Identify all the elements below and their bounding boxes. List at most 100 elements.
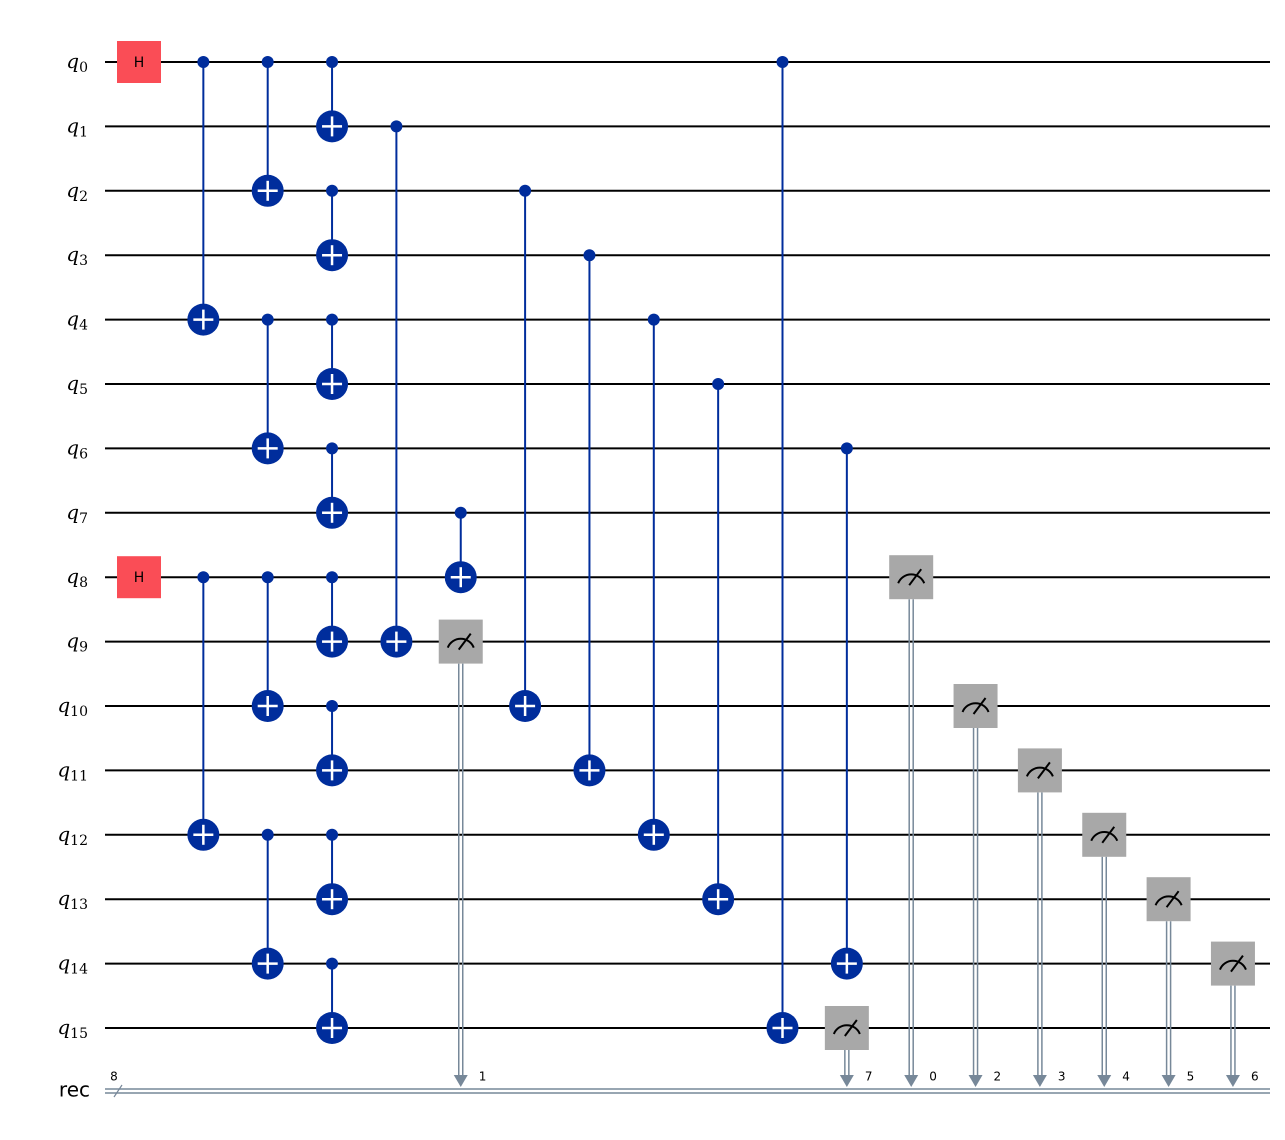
qubit-index: 4 (79, 318, 88, 334)
qubit-index: 11 (70, 768, 88, 784)
qubit-index: 9 (79, 640, 88, 656)
control-dot (326, 313, 339, 326)
qubit-label: q1 (66, 113, 88, 140)
creg-label: rec (59, 1078, 90, 1102)
meter-needle (908, 568, 923, 586)
measure-arrow (968, 1075, 983, 1087)
bit-label: 7 (865, 1070, 873, 1084)
meter-needle (1230, 954, 1244, 973)
qubit-label: q3 (66, 242, 88, 270)
qubit-label: q10 (57, 693, 88, 721)
qubit-label: q15 (57, 1015, 88, 1043)
meter-needle (972, 697, 987, 715)
qubit-index: 12 (70, 833, 88, 849)
qubit-index: 1 (79, 124, 88, 140)
measure-arrow (1225, 1075, 1240, 1087)
measure-box (953, 684, 998, 728)
control-dot (583, 249, 596, 262)
qubit-label: q2 (66, 177, 88, 205)
measure-arrow (839, 1075, 854, 1087)
measure-box (824, 1006, 869, 1050)
meter-arc (1154, 895, 1183, 906)
qubit-index: 14 (70, 962, 88, 978)
qubit-index: 10 (70, 704, 88, 720)
control-dot (840, 442, 853, 455)
control-dot (326, 957, 339, 970)
bit-label: 3 (1058, 1070, 1066, 1084)
bit-label: 0 (929, 1070, 937, 1084)
qubit-letter: q (66, 49, 79, 73)
qubit-label: q4 (66, 306, 88, 334)
control-dot (326, 700, 339, 712)
qubit-index: 8 (79, 575, 88, 591)
qubit-letter: q (66, 306, 79, 330)
qubit-letter: q (57, 950, 70, 974)
control-dot (647, 313, 660, 326)
qubit-index: 6 (79, 446, 88, 462)
meter-arc (961, 702, 990, 713)
meter-needle (844, 1019, 858, 1037)
qubit-index: 15 (70, 1026, 88, 1042)
measure-box (1146, 877, 1191, 922)
bit-label: 1 (479, 1070, 487, 1084)
qubit-index: 0 (79, 60, 88, 76)
qubit-index: 7 (79, 511, 88, 527)
bit-label: 6 (1251, 1070, 1259, 1084)
creg-slash (113, 1084, 123, 1098)
qubit-index: 13 (70, 897, 88, 913)
control-dot (326, 56, 339, 68)
control-dot (390, 120, 403, 133)
qubit-label: q9 (66, 628, 88, 656)
h-gate (117, 556, 161, 599)
qubit-letter: q (57, 757, 70, 781)
qubit-label: q11 (57, 757, 88, 785)
control-dot (326, 184, 339, 197)
qubit-index: 5 (79, 382, 88, 398)
qubit-index: 3 (79, 253, 88, 269)
control-dot (326, 828, 339, 841)
bit-label: 5 (1187, 1070, 1195, 1084)
qubit-label: q6 (66, 435, 88, 463)
control-dot (776, 56, 789, 68)
control-dot (712, 378, 725, 390)
control-dot (261, 828, 274, 841)
qubit-label: q0 (66, 49, 88, 77)
qubit-label: q14 (57, 950, 88, 978)
qubit-label: q5 (66, 371, 88, 399)
measure-box (889, 555, 934, 600)
control-dot (326, 571, 339, 584)
creg-size: 8 (110, 1070, 118, 1084)
qubit-letter: q (57, 886, 70, 910)
meter-arc (1219, 959, 1247, 971)
measure-arrow (904, 1075, 919, 1087)
control-dot (261, 571, 274, 584)
h-gate (117, 41, 161, 83)
control-dot (197, 56, 210, 68)
control-dot (261, 56, 274, 68)
meter-needle (1037, 761, 1051, 780)
meter-arc (446, 637, 475, 649)
measure-arrow (1161, 1075, 1176, 1087)
measure-box (1082, 812, 1127, 857)
measure-box (1017, 748, 1062, 793)
qubit-letter: q (57, 1015, 70, 1039)
bit-label: 2 (994, 1070, 1002, 1084)
qubit-letter: q (66, 242, 79, 266)
meter-needle (457, 632, 472, 651)
control-dot (261, 313, 274, 326)
measure-arrow (453, 1075, 468, 1087)
control-dot (454, 506, 467, 519)
qubit-label: q7 (66, 499, 88, 527)
qubit-label: q8 (66, 564, 88, 592)
control-dot (519, 184, 532, 197)
measure-arrow (1032, 1075, 1047, 1087)
qubit-label: q12 (57, 821, 88, 849)
meter-arc (897, 573, 926, 584)
control-dot (197, 571, 210, 584)
qubit-letter: q (66, 564, 79, 588)
measure-box (438, 619, 483, 664)
qubit-letter: q (66, 435, 79, 459)
qubit-letter: q (57, 821, 70, 845)
qubit-label: q13 (57, 886, 88, 914)
